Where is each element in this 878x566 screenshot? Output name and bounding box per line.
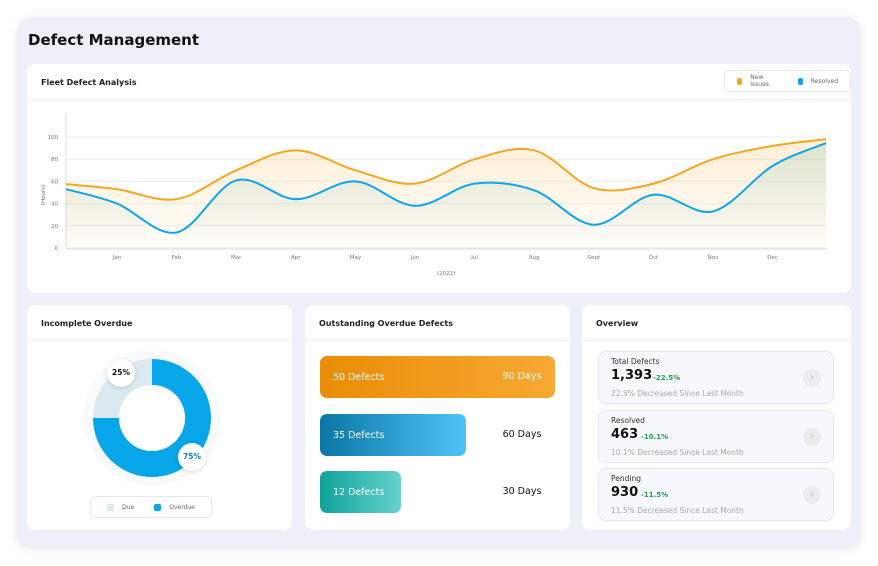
page-title: Defect Management — [28, 31, 200, 49]
days-label: 30 Days — [502, 486, 542, 497]
chevron-right-icon[interactable]: › — [803, 369, 821, 387]
x-tick-label: Sept — [588, 255, 601, 261]
overview-label: Total Defects — [611, 357, 660, 366]
chevron-right-icon[interactable]: › — [803, 428, 821, 446]
y-tick-label: 80 — [51, 157, 58, 163]
x-tick-label: Oct — [649, 255, 659, 261]
overview-item-resolved[interactable]: Resolved 463 -10.1% 10.1% Decreased Sinc… — [598, 410, 834, 463]
legend-new-issues[interactable]: New Issues — [750, 74, 769, 88]
series-line-new-issues — [65, 138, 827, 201]
y-axis-label: (Hours) — [41, 185, 47, 205]
donut-slice-due — [93, 359, 152, 418]
overview-change: -11.5% — [641, 491, 669, 499]
overview-value: 463 — [611, 427, 639, 442]
due-pct-label: 25% — [107, 359, 135, 387]
overdue-pct-label: 75% — [178, 443, 206, 471]
x-tick-label: Jan — [112, 255, 122, 261]
legend-due[interactable]: Due — [122, 503, 135, 511]
days-label: 60 Days — [502, 429, 542, 440]
overview-item-pending[interactable]: Pending 930 -11.5% 11.5% Decreased Since… — [598, 468, 834, 521]
bar-60-days[interactable]: 35 Defects — [320, 414, 466, 456]
y-tick-label: 100 — [48, 135, 59, 141]
x-tick-label: Feb — [172, 255, 182, 261]
y-tick-label: 0 — [55, 246, 59, 252]
overview-label: Pending — [611, 474, 641, 483]
incomplete-title: Incomplete Overdue — [41, 319, 133, 328]
bar-30-days[interactable]: 12 Defects — [320, 471, 401, 513]
overview-change: -22.5% — [653, 374, 681, 382]
overview-subtext: 22.5% Decreased Since Last Month — [611, 389, 744, 398]
chevron-right-icon[interactable]: › — [803, 486, 821, 504]
x-tick-label: Aug — [529, 255, 540, 261]
overview-item-total[interactable]: Total Defects 1,393 -22.5% 22.5% Decreas… — [598, 351, 834, 404]
y-tick-label: 40 — [51, 202, 58, 208]
overview-value: 930 — [611, 485, 639, 500]
bar-90-days[interactable]: 50 Defects — [320, 356, 555, 398]
overview-label: Resolved — [611, 416, 645, 425]
legend-swatch-overdue — [154, 503, 162, 511]
days-label: 90 Days — [502, 371, 542, 382]
x-tick-label: May — [350, 255, 362, 261]
legend-swatch-new — [737, 77, 743, 85]
y-tick-label: 60 — [51, 179, 58, 185]
x-tick-label: Nov — [708, 255, 719, 261]
x-tick-label: Jul — [470, 255, 478, 261]
fleet-title: Fleet Defect Analysis — [41, 78, 137, 87]
legend-overdue[interactable]: Overdue — [169, 503, 195, 511]
x-tick-label: Dec — [767, 255, 778, 261]
overview-subtext: 11.5% Decreased Since Last Month — [611, 506, 744, 515]
overview-title: Overview — [596, 319, 639, 328]
x-tick-label: Mar — [231, 255, 242, 261]
x-tick-label: Apr — [291, 255, 301, 261]
bar-defects-label: 12 Defects — [333, 486, 385, 498]
bar-defects-label: 35 Defects — [333, 429, 385, 441]
donut-hole — [119, 385, 185, 451]
bar-defects-label: 50 Defects — [333, 371, 385, 383]
overview-subtext: 10.1% Decreased Since Last Month — [611, 448, 744, 457]
outstanding-title: Outstanding Overdue Defects — [319, 319, 453, 328]
series-line-resolved — [65, 142, 827, 234]
x-axis-label: (2022) — [437, 271, 455, 277]
legend-swatch-due — [107, 503, 115, 511]
y-tick-label: 20 — [51, 224, 58, 230]
overview-value: 1,393 — [611, 368, 653, 383]
legend-resolved[interactable]: Resolved — [810, 77, 839, 85]
donut-legend: Due Overdue — [90, 496, 212, 518]
chart-legend: New Issues Resolved — [724, 70, 851, 92]
overview-change: -10.1% — [641, 433, 669, 441]
x-tick-label: Jun — [410, 255, 420, 261]
legend-swatch-resolved — [797, 77, 803, 85]
